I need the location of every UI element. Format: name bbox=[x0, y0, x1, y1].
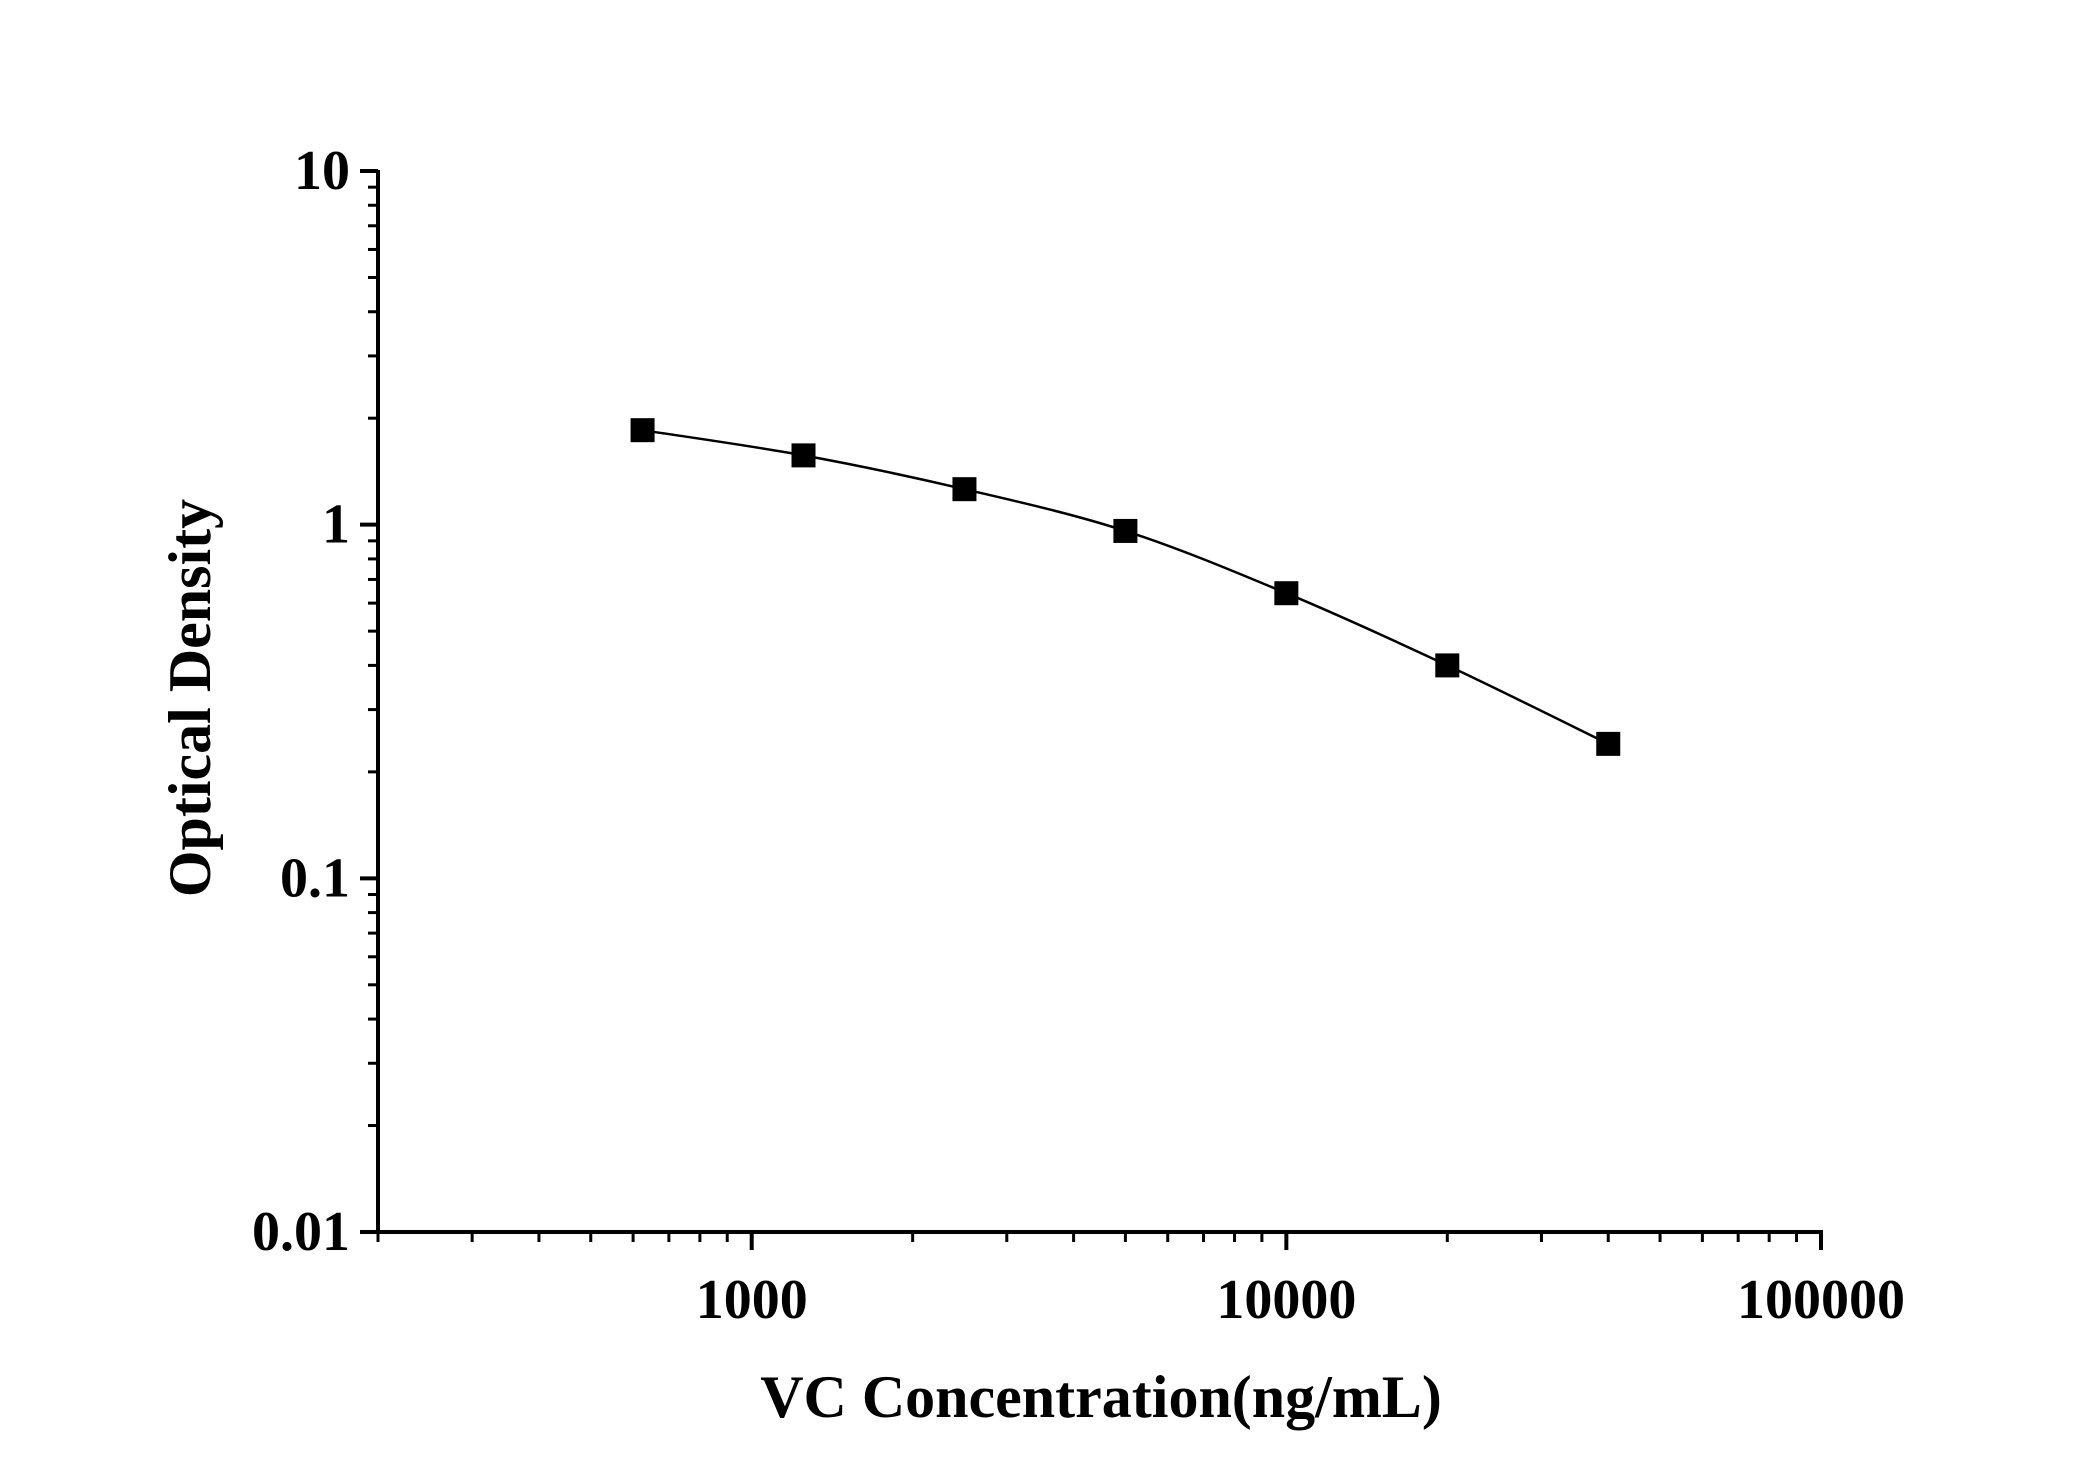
ticks bbox=[360, 169, 1823, 1250]
y-tick-label: 0.01 bbox=[252, 1201, 350, 1263]
data-point-marker bbox=[791, 443, 816, 468]
x-tick-label: 100000 bbox=[1737, 1269, 1905, 1331]
data-point-marker bbox=[1435, 653, 1460, 678]
data-points bbox=[630, 418, 1621, 756]
data-point-marker bbox=[1596, 731, 1621, 756]
data-point-marker bbox=[1113, 518, 1138, 543]
data-point-marker bbox=[952, 477, 977, 502]
data-point-marker bbox=[1274, 581, 1299, 606]
y-tick-label: 10 bbox=[294, 140, 350, 202]
x-axis-title: VC Concentration(ng/mL) bbox=[760, 1364, 1442, 1430]
y-axis-title: Optical Density bbox=[157, 499, 223, 897]
x-tick-label: 10000 bbox=[1216, 1269, 1356, 1331]
y-tick-label: 0.1 bbox=[280, 847, 350, 909]
data-point-marker bbox=[630, 418, 655, 443]
y-tick-label: 1 bbox=[322, 494, 350, 556]
tick-labels: 0.01 0.1 1 10 1000 10000 100000 bbox=[252, 140, 1905, 1331]
x-tick-label: 1000 bbox=[696, 1269, 808, 1331]
series-line bbox=[642, 428, 1609, 745]
axes bbox=[376, 170, 1823, 1234]
